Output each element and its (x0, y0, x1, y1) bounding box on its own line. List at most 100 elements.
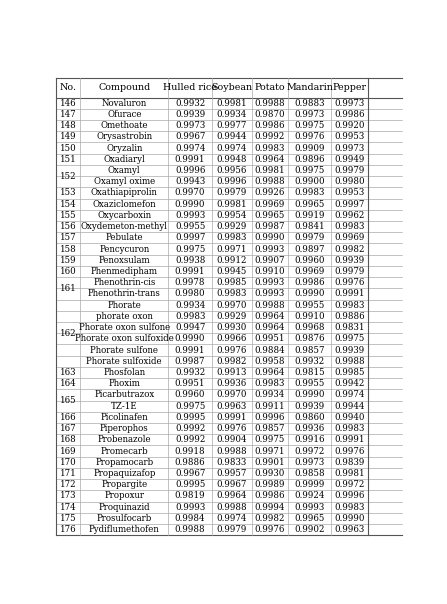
Text: Oxydemeton-methyl: Oxydemeton-methyl (81, 222, 168, 231)
Text: 0.9939: 0.9939 (295, 402, 325, 411)
Text: 166: 166 (60, 413, 76, 422)
Text: Soybean: Soybean (211, 83, 252, 92)
Text: Phenothrin-cis: Phenothrin-cis (93, 278, 156, 288)
Text: Pydiflumethоfen: Pydiflumethоfen (89, 525, 160, 534)
Text: 0.9938: 0.9938 (175, 256, 205, 265)
Text: 0.9951: 0.9951 (254, 335, 285, 343)
Text: 0.9967: 0.9967 (216, 480, 247, 489)
Text: 0.9981: 0.9981 (254, 166, 285, 175)
Text: 0.9833: 0.9833 (216, 458, 247, 467)
Text: 0.9973: 0.9973 (175, 121, 205, 130)
Text: 0.9960: 0.9960 (175, 390, 205, 399)
Text: Omethoate: Omethoate (101, 121, 148, 130)
Text: 0.9983: 0.9983 (255, 144, 285, 153)
Text: 0.9955: 0.9955 (175, 222, 205, 231)
Text: 148: 148 (59, 121, 76, 130)
Text: 0.9936: 0.9936 (295, 424, 325, 433)
Text: 0.9991: 0.9991 (334, 289, 365, 298)
Text: 0.9913: 0.9913 (216, 368, 247, 377)
Text: 0.9990: 0.9990 (175, 200, 205, 209)
Text: 0.9936: 0.9936 (216, 379, 247, 388)
Text: 0.9988: 0.9988 (216, 446, 247, 455)
Text: 0.9986: 0.9986 (254, 121, 285, 130)
Text: Proquinazid: Proquinazid (98, 503, 150, 512)
Text: Phorate: Phorate (107, 301, 141, 310)
Text: 0.9930: 0.9930 (255, 469, 285, 478)
Text: Propoxur: Propoxur (104, 492, 144, 501)
Text: 0.9910: 0.9910 (294, 312, 325, 321)
Text: Phorate oxon sulfoxide: Phorate oxon sulfoxide (75, 335, 174, 343)
Text: 0.9964: 0.9964 (255, 312, 285, 321)
Text: 0.9992: 0.9992 (175, 424, 205, 433)
Text: 0.9939: 0.9939 (175, 110, 205, 119)
Text: Phorate sulfoxide: Phorate sulfoxide (86, 357, 162, 366)
Text: 165: 165 (60, 396, 76, 405)
Text: 0.9979: 0.9979 (295, 233, 325, 242)
Text: 168: 168 (59, 435, 76, 445)
Text: Pencycuron: Pencycuron (99, 245, 149, 254)
Text: 0.9980: 0.9980 (334, 177, 365, 186)
Text: 0.9963: 0.9963 (216, 402, 247, 411)
Text: 0.9971: 0.9971 (254, 446, 285, 455)
Text: 0.9993: 0.9993 (255, 289, 285, 298)
Text: 0.9983: 0.9983 (175, 312, 205, 321)
Text: 0.9974: 0.9974 (175, 144, 205, 153)
Text: 0.9934: 0.9934 (216, 110, 247, 119)
Text: 0.9930: 0.9930 (216, 323, 247, 332)
Text: 0.9970: 0.9970 (216, 390, 247, 399)
Text: 0.9953: 0.9953 (334, 132, 365, 141)
Text: 0.9910: 0.9910 (254, 267, 285, 276)
Text: 0.9992: 0.9992 (175, 435, 205, 445)
Text: 0.9983: 0.9983 (334, 424, 365, 433)
Text: 0.9945: 0.9945 (216, 267, 247, 276)
Text: 0.9979: 0.9979 (216, 525, 247, 534)
Text: 0.9983: 0.9983 (334, 503, 365, 512)
Text: 0.9976: 0.9976 (334, 446, 365, 455)
Text: 0.9911: 0.9911 (254, 402, 285, 411)
Text: 0.9934: 0.9934 (175, 301, 205, 310)
Text: 0.9965: 0.9965 (295, 200, 325, 209)
Text: Picarbutrazox: Picarbutrazox (94, 390, 154, 399)
Text: 0.9996: 0.9996 (216, 177, 247, 186)
Text: Propaquizafop: Propaquizafop (93, 469, 156, 478)
Text: 0.9988: 0.9988 (216, 503, 247, 512)
Text: 0.9976: 0.9976 (334, 278, 365, 288)
Text: 0.9995: 0.9995 (175, 480, 205, 489)
Text: 0.9974: 0.9974 (216, 514, 247, 523)
Text: 0.9926: 0.9926 (255, 188, 285, 198)
Text: 0.9967: 0.9967 (175, 132, 205, 141)
Text: 0.9965: 0.9965 (295, 514, 325, 523)
Text: 0.9993: 0.9993 (255, 245, 285, 254)
Text: 0.9994: 0.9994 (255, 503, 285, 512)
Text: 0.9831: 0.9831 (334, 323, 365, 332)
Text: 173: 173 (60, 492, 76, 501)
Text: Oxaziclomefon: Oxaziclomefon (93, 200, 156, 209)
Text: Pepper: Pepper (333, 83, 367, 92)
Text: 160: 160 (59, 267, 76, 276)
Text: 0.9976: 0.9976 (295, 132, 325, 141)
Text: Oxycarboxin: Oxycarboxin (97, 211, 152, 220)
Text: 0.9949: 0.9949 (334, 155, 365, 164)
Text: 0.9975: 0.9975 (295, 166, 325, 175)
Text: 155: 155 (60, 211, 76, 220)
Text: 0.9896: 0.9896 (295, 155, 325, 164)
Text: Potato: Potato (254, 83, 285, 92)
Text: 163: 163 (60, 368, 76, 377)
Text: 0.9939: 0.9939 (334, 345, 365, 355)
Text: 0.9956: 0.9956 (216, 166, 247, 175)
Text: TZ-1E: TZ-1E (111, 402, 138, 411)
Text: Oryzalin: Oryzalin (106, 144, 143, 153)
Text: Oxamyl oxime: Oxamyl oxime (94, 177, 155, 186)
Text: 0.9990: 0.9990 (334, 514, 365, 523)
Text: 0.9981: 0.9981 (216, 98, 247, 108)
Text: 0.9969: 0.9969 (255, 200, 285, 209)
Text: 0.9901: 0.9901 (254, 458, 285, 467)
Text: 171: 171 (59, 469, 76, 478)
Text: 0.9982: 0.9982 (334, 245, 365, 254)
Text: 0.9883: 0.9883 (295, 98, 325, 108)
Text: 0.9970: 0.9970 (216, 301, 247, 310)
Text: Oxadiaryl: Oxadiaryl (103, 155, 145, 164)
Text: 0.9988: 0.9988 (254, 177, 285, 186)
Text: 151: 151 (59, 155, 76, 164)
Text: 0.9920: 0.9920 (334, 121, 365, 130)
